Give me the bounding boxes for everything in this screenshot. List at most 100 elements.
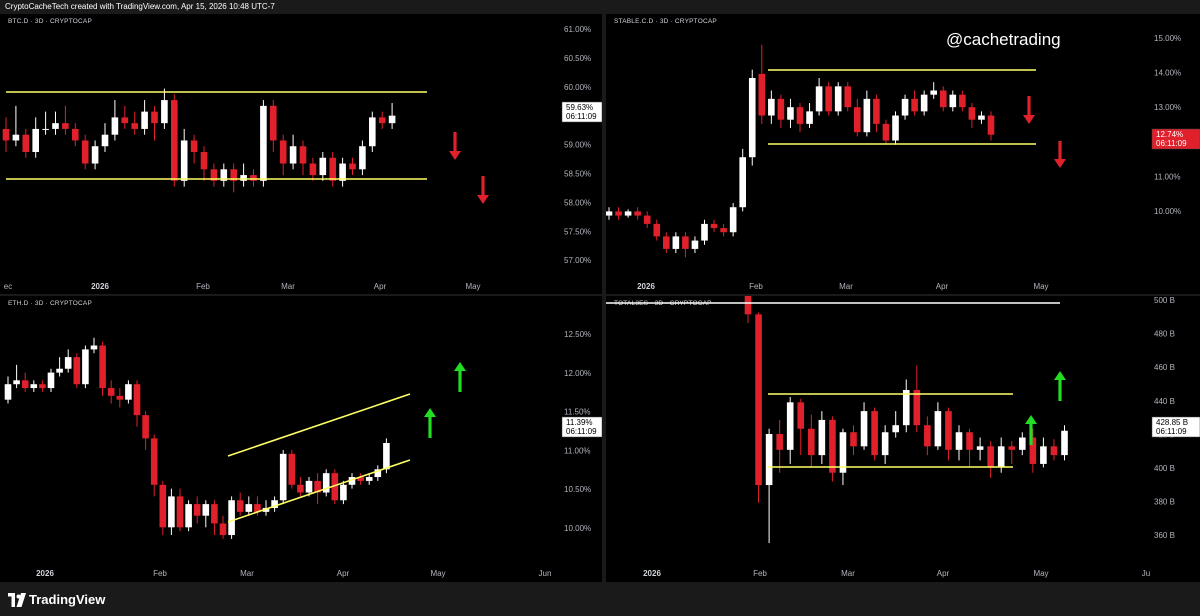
candle-body	[52, 123, 59, 129]
candle-body	[854, 107, 861, 133]
x-tick-label: Mar	[839, 282, 853, 291]
y-tick-label: 58.00%	[564, 198, 591, 207]
candle-body	[289, 146, 297, 164]
candle-body	[30, 384, 38, 389]
candle-body	[768, 98, 775, 116]
candle-body	[744, 296, 752, 315]
arrow-down-head-icon	[449, 151, 461, 160]
candle-body	[254, 504, 261, 512]
candle-body	[834, 86, 842, 112]
candle-body	[305, 480, 313, 493]
candle-body	[606, 211, 613, 216]
candle-body	[230, 169, 237, 181]
x-tick-label: 2026	[643, 569, 661, 578]
candle-body	[873, 98, 880, 124]
candle-body	[357, 477, 364, 481]
y-tick-label: 58.50%	[564, 170, 591, 179]
candle-body	[101, 134, 109, 147]
candle-body	[99, 345, 106, 389]
candle-body	[643, 215, 651, 224]
y-tick-label: 11.50%	[564, 408, 591, 417]
x-tick-label: Jun	[539, 569, 552, 578]
candle-body	[976, 446, 984, 450]
candle-body	[2, 128, 10, 141]
candle-body	[107, 388, 115, 396]
arrow-down-head-icon	[1054, 159, 1066, 168]
candle-body	[219, 523, 227, 536]
candle-body	[64, 357, 72, 369]
price-tag	[1151, 416, 1200, 438]
candle-body	[111, 117, 119, 135]
x-tick-label: 2026	[91, 282, 109, 291]
candle-body	[729, 207, 737, 233]
x-tick-label: Apr	[937, 569, 950, 578]
candle-body	[959, 94, 966, 108]
y-tick-label: 10.00%	[1154, 207, 1181, 216]
y-tick-label: 60.00%	[564, 83, 591, 92]
candle-body	[829, 419, 836, 473]
chart-panel-btc[interactable]: BTC.D · 3D · CRYPTOCAP 61.00% 60.50% 60.00…	[0, 14, 602, 294]
candle-body	[924, 425, 931, 447]
chart-svg-eth[interactable]: 12.50% 12.00% 11.50% 11.00% 10.50% 10.00% 2026…	[0, 296, 602, 582]
candle-body	[47, 372, 55, 389]
chart-panel-stable[interactable]: STABLE.C.D · 3D · CRYPTOCAP @cachetradin…	[606, 14, 1200, 294]
candle-body	[319, 157, 327, 176]
y-tick-label: 460 B	[1154, 363, 1175, 372]
y-tick-label: 57.50%	[564, 227, 591, 236]
candle-body	[945, 411, 952, 450]
candle-body	[748, 78, 756, 158]
candle-body	[860, 411, 868, 447]
candle-body	[839, 432, 847, 473]
candle-body	[193, 504, 201, 516]
x-tick-label: Mar	[841, 569, 855, 578]
arrow-up-head-icon	[454, 362, 466, 371]
candle-body	[797, 402, 805, 429]
candle-body	[978, 115, 985, 120]
candle-body	[663, 236, 670, 249]
candle-body	[920, 94, 928, 112]
y-tick-label: 11.00%	[1154, 172, 1181, 181]
candle-body	[131, 123, 138, 129]
last-price-label: 12.74%	[1156, 130, 1183, 139]
candle-body	[881, 432, 889, 456]
x-tick-label: Feb	[196, 282, 210, 291]
candle-body	[1061, 430, 1068, 456]
author-watermark: @cachetrading	[946, 30, 1061, 49]
candle-body	[309, 163, 317, 176]
candle-body	[260, 105, 267, 181]
y-tick-label: 61.00%	[564, 25, 591, 34]
candle-body	[955, 432, 963, 450]
candle-body	[236, 500, 244, 512]
chart-svg-btc[interactable]: 61.00%60.50%60.00%59.50%59.00%58.50%58.0…	[0, 14, 602, 294]
chart-svg-stable[interactable]: 15.00%14.00%13.00%12.00%11.00%10.00%2026…	[606, 14, 1200, 294]
candle-body	[270, 105, 277, 141]
x-tick-label: May	[465, 282, 480, 291]
candle-body	[615, 211, 622, 216]
candle-body	[39, 384, 46, 389]
candle-body	[755, 314, 762, 486]
y-tick-label: 500 B	[1154, 296, 1175, 305]
arrow-up-head-icon	[1025, 415, 1037, 424]
y-tick-label: 360 B	[1154, 531, 1175, 540]
candle-body	[808, 428, 815, 456]
y-tick-label: 440 B	[1154, 397, 1175, 406]
candle-body	[121, 117, 129, 124]
y-tick-label: 57.00%	[564, 256, 591, 265]
candle-body	[151, 111, 158, 124]
candle-body	[180, 140, 188, 181]
candle-body	[892, 425, 899, 433]
candle-body	[22, 134, 30, 152]
chart-panel-eth[interactable]: ETH.D · 3D · CRYPTOCAP 12.50% 12.00% 11.50…	[0, 296, 602, 582]
candle-body	[987, 446, 994, 468]
last-price-label: 11.39%	[566, 418, 593, 427]
candle-body	[288, 453, 296, 485]
candle-body	[262, 507, 270, 512]
candle-body	[90, 345, 98, 350]
y-tick-label: 11.00%	[564, 446, 591, 455]
candle-body	[141, 111, 148, 129]
candle-body	[125, 384, 132, 400]
candle-body	[902, 390, 910, 426]
candle-body	[73, 357, 81, 385]
